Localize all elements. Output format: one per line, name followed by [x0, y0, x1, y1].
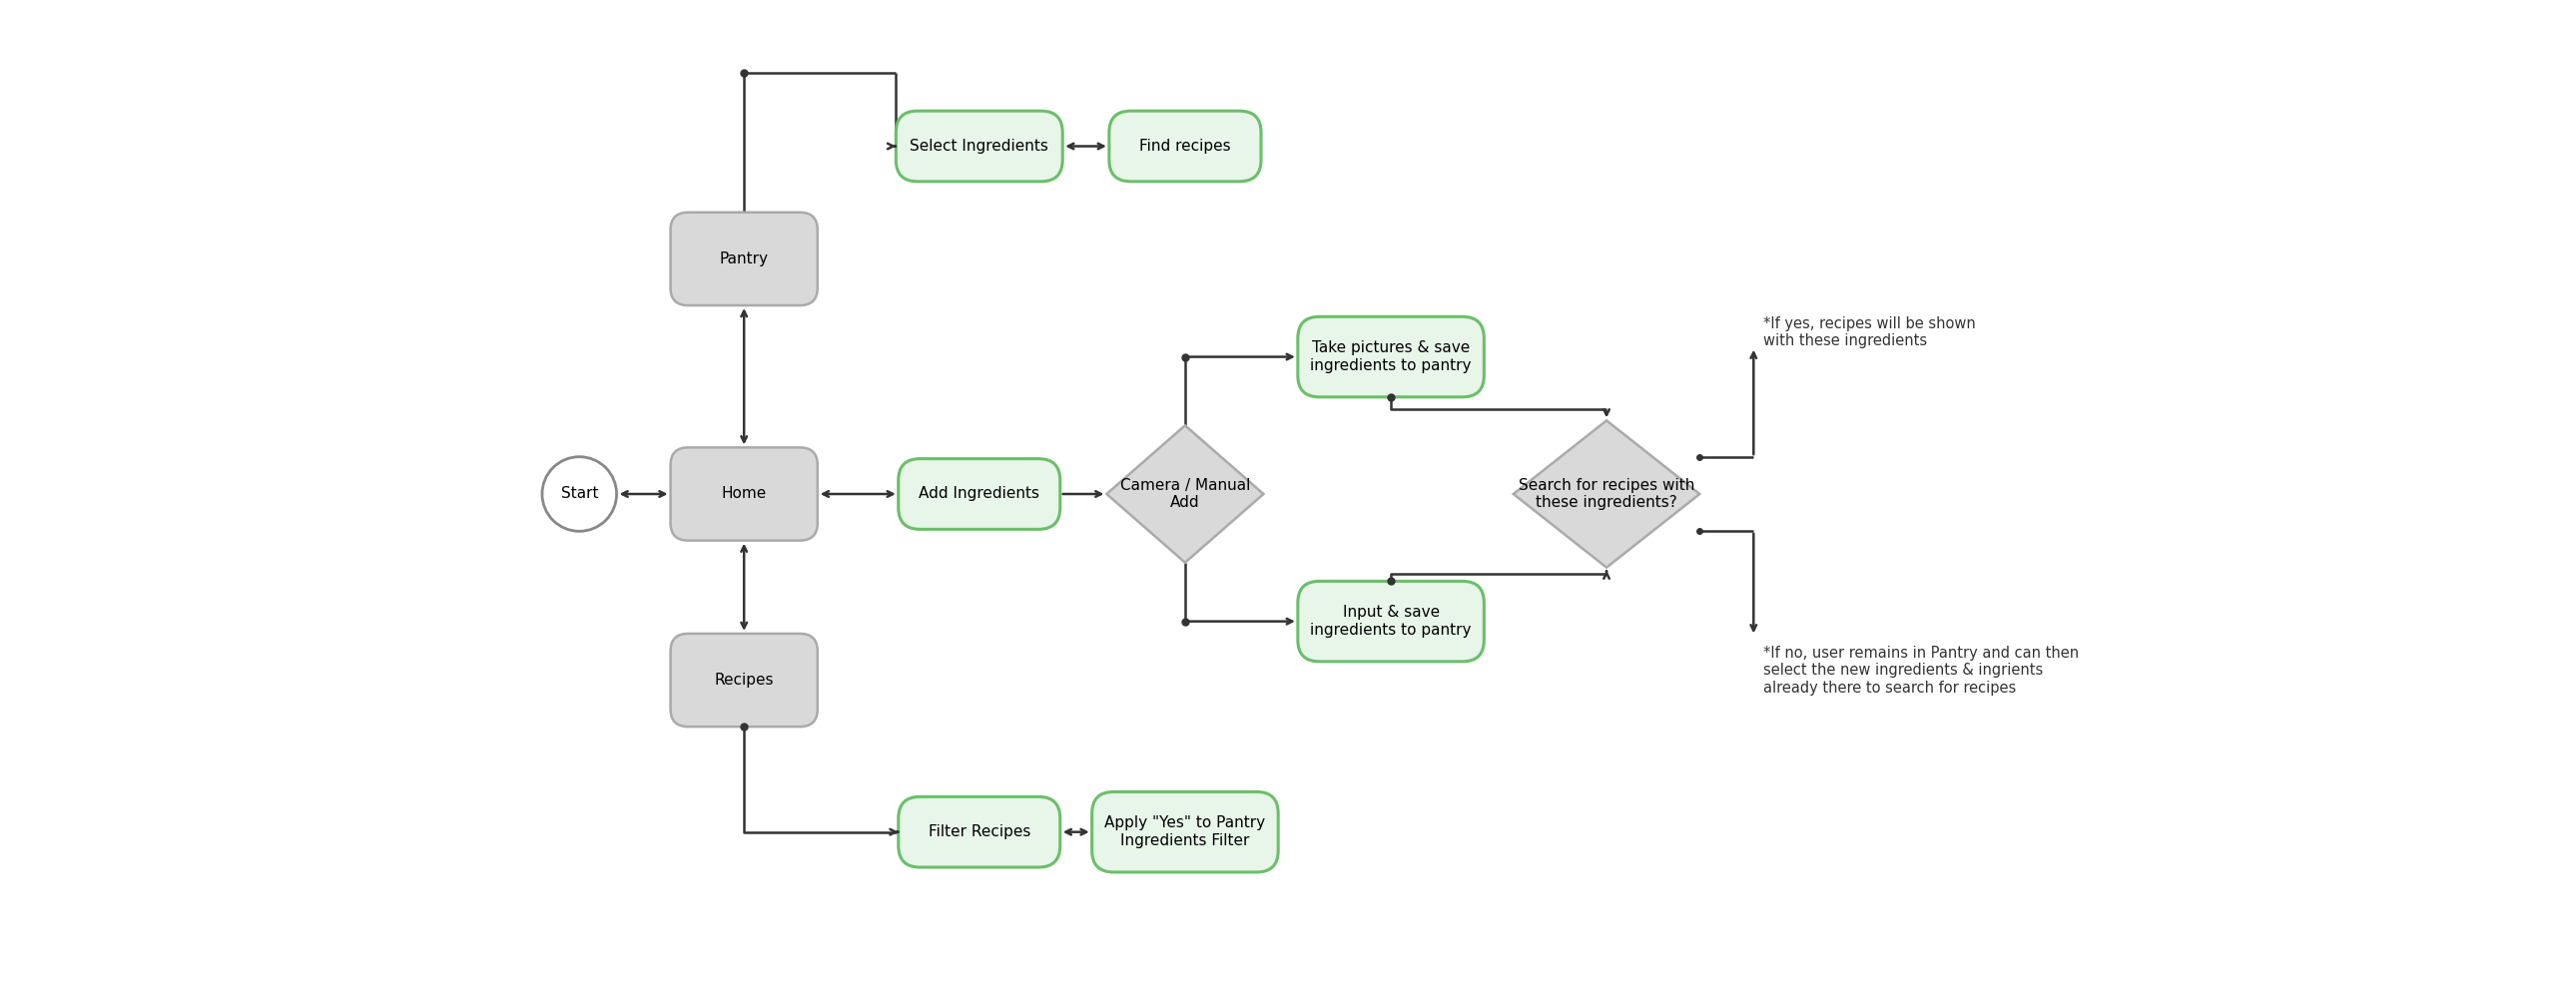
FancyBboxPatch shape: [896, 111, 1061, 182]
FancyBboxPatch shape: [1298, 581, 1484, 662]
Text: Pantry: Pantry: [719, 251, 768, 267]
FancyBboxPatch shape: [670, 212, 817, 305]
FancyBboxPatch shape: [899, 458, 1061, 530]
FancyBboxPatch shape: [670, 448, 817, 540]
Text: Add Ingredients: Add Ingredients: [920, 486, 1041, 502]
Polygon shape: [1515, 421, 1700, 567]
Text: Search for recipes with
these ingredients?: Search for recipes with these ingredient…: [1517, 478, 1695, 510]
FancyBboxPatch shape: [899, 796, 1061, 867]
Circle shape: [541, 456, 616, 532]
Text: *If no, user remains in Pantry and can then
select the new ingredients & ingrien: *If no, user remains in Pantry and can t…: [1765, 645, 2079, 696]
Text: Apply "Yes" to Pantry
Ingredients Filter: Apply "Yes" to Pantry Ingredients Filter: [1105, 816, 1265, 848]
Text: Filter Recipes: Filter Recipes: [927, 825, 1030, 840]
Text: Select Ingredients: Select Ingredients: [909, 138, 1048, 154]
Text: Recipes: Recipes: [714, 673, 773, 688]
Text: *If yes, recipes will be shown
with these ingredients: *If yes, recipes will be shown with thes…: [1765, 316, 1976, 349]
Text: Camera / Manual
Add: Camera / Manual Add: [1121, 478, 1249, 510]
FancyBboxPatch shape: [1110, 111, 1262, 182]
FancyBboxPatch shape: [670, 633, 817, 727]
FancyBboxPatch shape: [1092, 791, 1278, 872]
Text: Find recipes: Find recipes: [1139, 138, 1231, 154]
Text: Home: Home: [721, 486, 768, 502]
Text: Start: Start: [562, 486, 598, 502]
Text: Input & save
ingredients to pantry: Input & save ingredients to pantry: [1311, 606, 1471, 637]
Polygon shape: [1108, 426, 1262, 562]
FancyBboxPatch shape: [1298, 317, 1484, 397]
Text: Take pictures & save
ingredients to pantry: Take pictures & save ingredients to pant…: [1311, 341, 1471, 373]
